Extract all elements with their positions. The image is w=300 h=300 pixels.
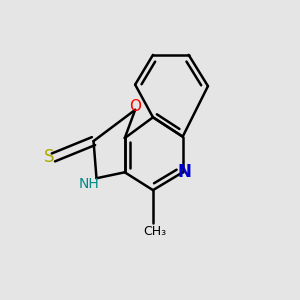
Text: O: O [129,99,141,114]
Text: NH: NH [79,177,99,191]
Text: S: S [44,148,54,166]
Text: CH₃: CH₃ [143,225,166,238]
Text: N: N [177,163,191,181]
